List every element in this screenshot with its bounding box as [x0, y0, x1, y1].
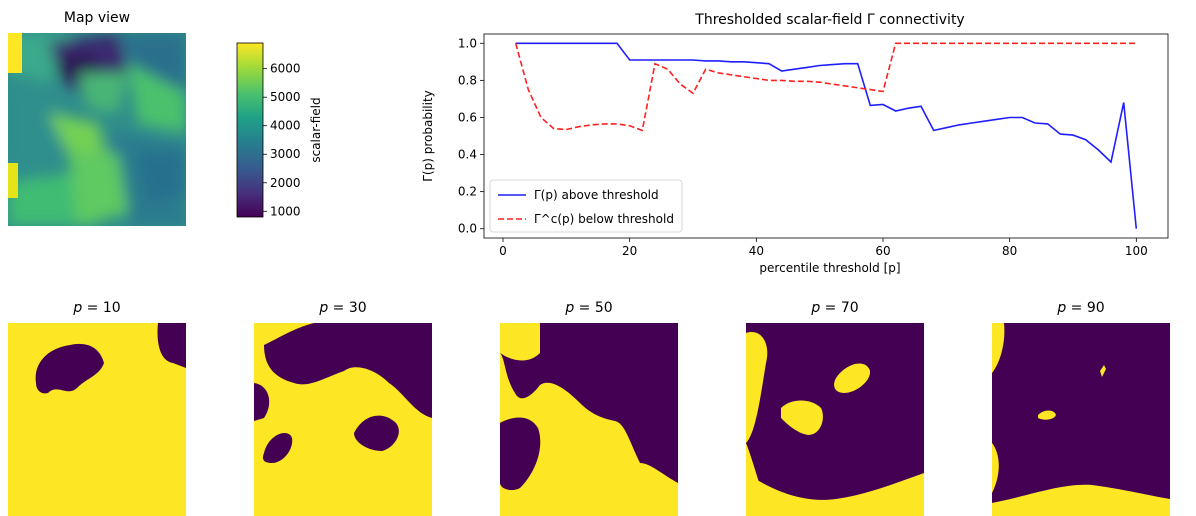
threshold-map-title-var: p	[811, 300, 821, 316]
chart-legend: Γ(p) above threshold Γ^c(p) below thresho…	[489, 179, 683, 233]
map-view-image	[8, 33, 186, 226]
x-tick-label: 40	[749, 244, 764, 258]
threshold-map-title-var: p	[73, 300, 83, 316]
threshold-map-title: p = 10	[8, 300, 186, 316]
threshold-map-image	[8, 323, 186, 516]
threshold-map-title: p = 90	[992, 300, 1170, 316]
threshold-map-title: p = 70	[746, 300, 924, 316]
map-view-title: Map view	[63, 10, 131, 26]
threshold-map-title-value: 50	[594, 300, 613, 316]
threshold-map-title-var: p	[565, 300, 575, 316]
x-tick-label: 20	[622, 244, 637, 258]
threshold-map-title-value: 10	[102, 300, 121, 316]
threshold-map-image	[500, 323, 678, 516]
x-tick-label: 60	[875, 244, 890, 258]
chart-series	[514, 42, 1138, 229]
series-line-0	[515, 42, 1138, 229]
legend-label-0: Γ(p) above threshold	[534, 188, 659, 202]
threshold-map-title-var: p	[1057, 300, 1067, 316]
gamma-connectivity-chart: Thresholded scalar-field Γ connectivity …	[421, 12, 1169, 275]
colorbar-ticks: 1000 2000 3000 4000 5000 6000	[263, 62, 301, 218]
colorbar-tick-label: 2000	[270, 176, 301, 190]
y-tick-label: 1.0	[458, 36, 477, 50]
legend-box	[489, 179, 683, 233]
x-tick-label: 100	[1125, 244, 1148, 258]
y-axis-label: Γ(p) probability	[421, 90, 435, 182]
threshold-map-title-value: 70	[840, 300, 859, 316]
chart-title: Thresholded scalar-field Γ connectivity	[694, 12, 964, 28]
colorbar-tick-label: 6000	[270, 62, 301, 76]
x-tick-label: 0	[499, 244, 507, 258]
threshold-map-title-eq: =	[328, 300, 349, 316]
threshold-map-title-eq: =	[82, 300, 103, 316]
threshold-map-title-value: 90	[1086, 300, 1105, 316]
threshold-map-title: p = 30	[254, 300, 432, 316]
colorbar: 1000 2000 3000 4000 5000 6000 scalar-field	[236, 42, 323, 218]
colorbar-tick-label: 5000	[270, 90, 301, 104]
threshold-map-title-eq: =	[1066, 300, 1087, 316]
threshold-map-image	[992, 323, 1170, 516]
y-tick-label: 0.0	[458, 222, 477, 236]
chart-axes: 0 20 40 60 80 100 0.0 0.2 0.4 0.6 0.8 1.0	[458, 33, 1169, 258]
colorbar-tick-label: 4000	[270, 119, 301, 133]
colorbar-label: scalar-field	[309, 97, 323, 162]
x-tick-label: 80	[1002, 244, 1017, 258]
colorbar-tick-label: 3000	[270, 147, 301, 161]
threshold-map-title-value: 30	[348, 300, 367, 316]
x-axis-label: percentile threshold [p]	[759, 261, 900, 275]
threshold-map-title-var: p	[319, 300, 329, 316]
legend-label-1: Γ^c(p) below threshold	[534, 212, 674, 226]
plot-frame	[483, 33, 1169, 239]
threshold-map-image	[254, 323, 432, 516]
y-tick-label: 0.4	[458, 148, 477, 162]
y-tick-label: 0.8	[458, 73, 477, 87]
colorbar-tick-label: 1000	[270, 204, 301, 218]
threshold-map-title-eq: =	[820, 300, 841, 316]
threshold-map-title: p = 50	[500, 300, 678, 316]
y-tick-label: 0.2	[458, 185, 477, 199]
y-tick-label: 0.6	[458, 110, 477, 124]
series-line-1	[514, 42, 1137, 132]
colorbar-gradient	[236, 42, 264, 218]
threshold-map-image	[746, 323, 924, 516]
threshold-map-title-eq: =	[574, 300, 595, 316]
